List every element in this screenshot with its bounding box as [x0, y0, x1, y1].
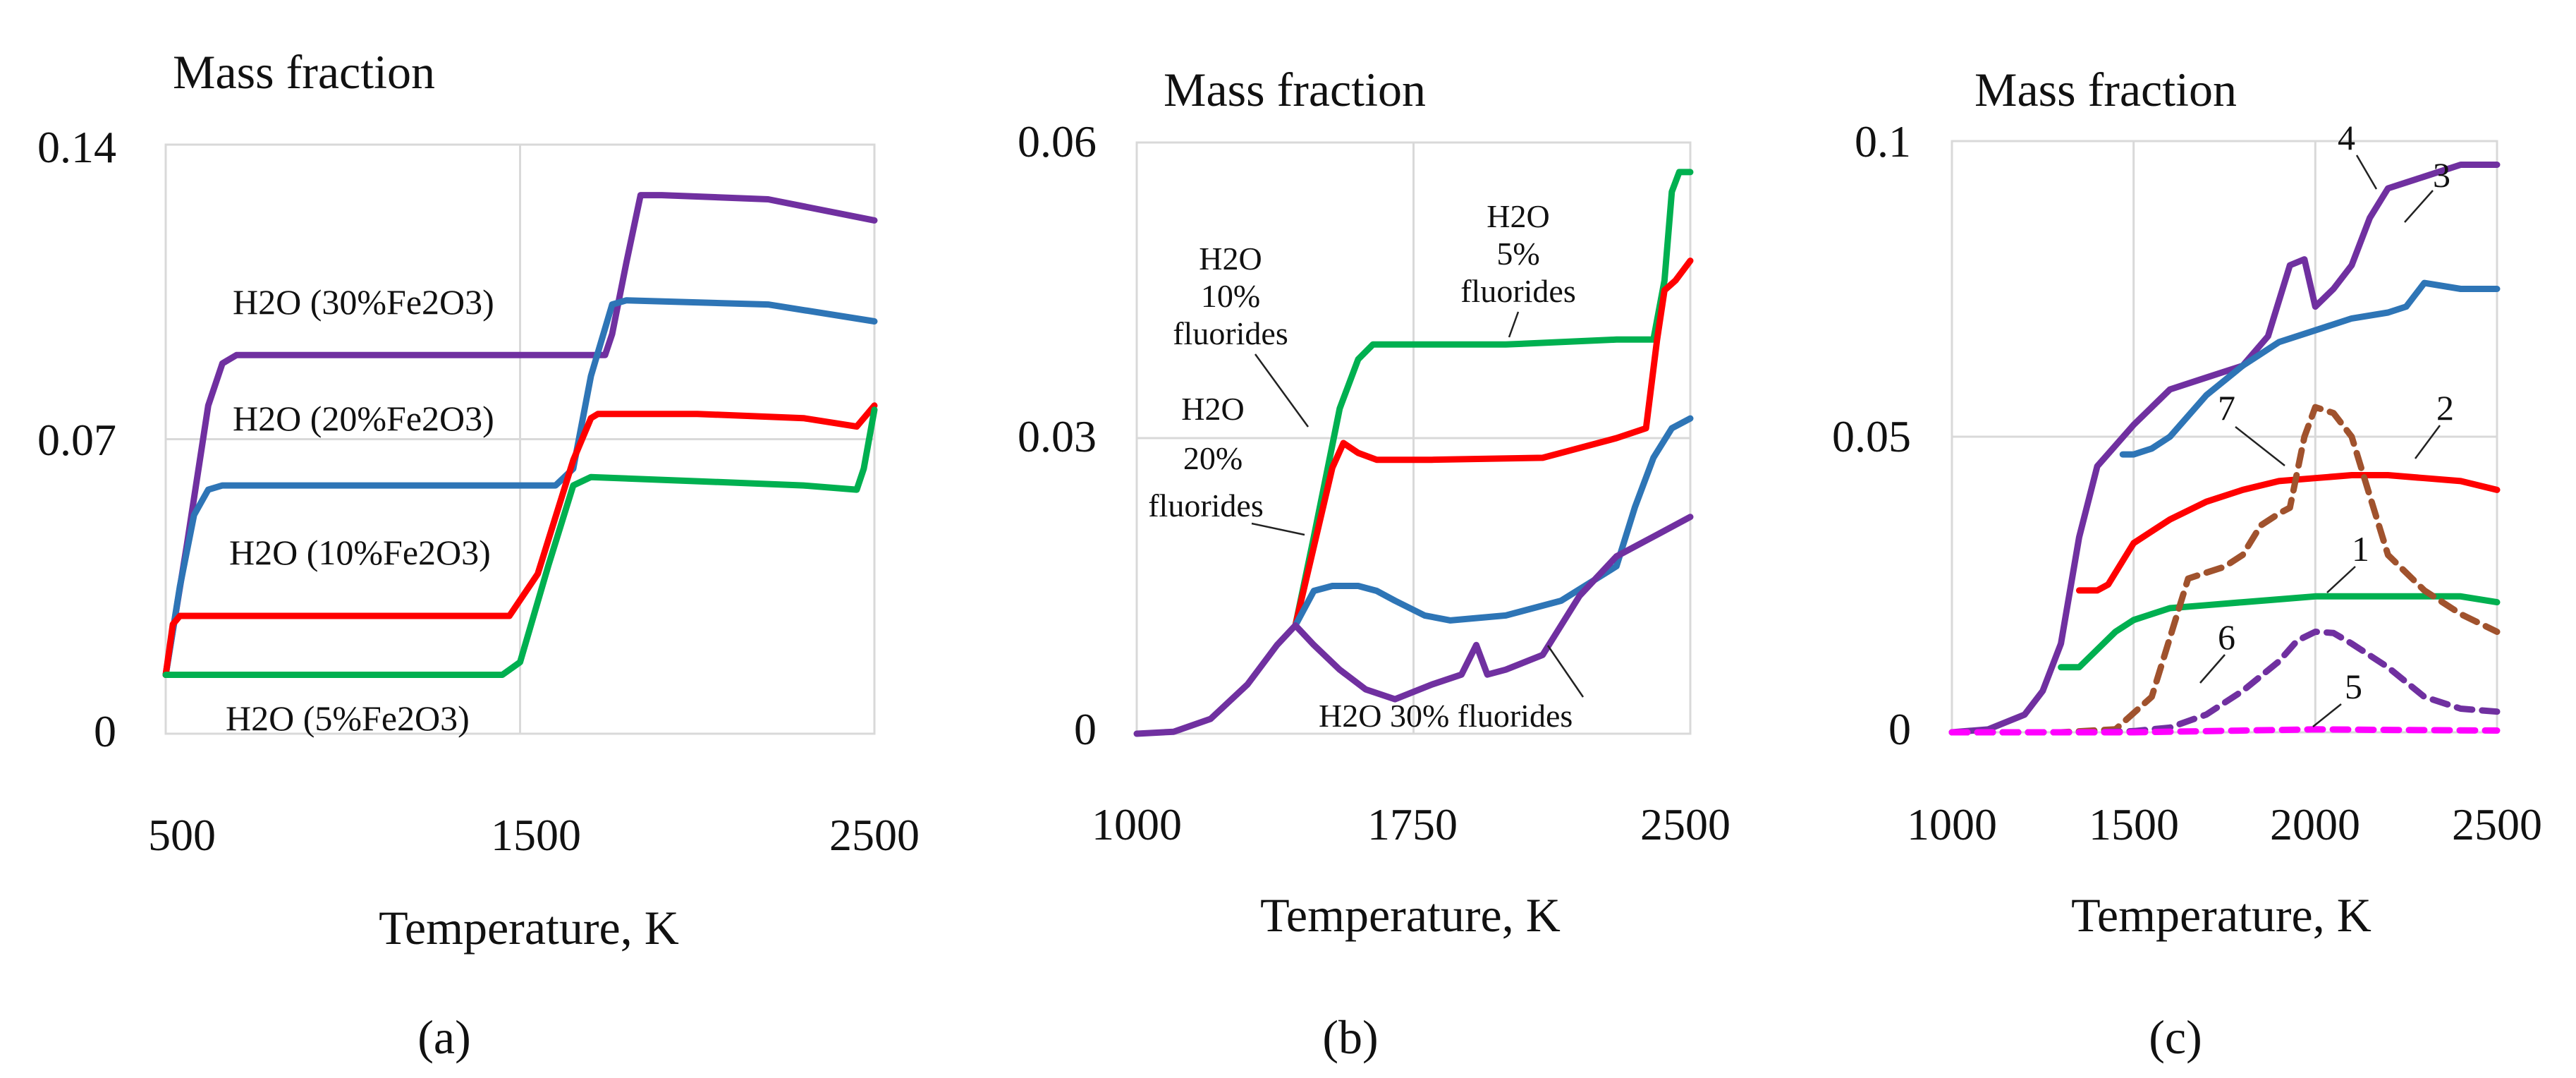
panel-b-plot-frame — [1135, 141, 1692, 735]
panel-c-series — [1948, 162, 2501, 736]
panel-c-annot-3: 3 — [2433, 155, 2450, 195]
panel-c-xtick-2500: 2500 — [2452, 799, 2542, 849]
panel-c-leader-6 — [2199, 654, 2226, 684]
panel-b-ytick-0.03: 0.03 — [1018, 411, 1097, 461]
panel-c-leader-2 — [2414, 425, 2441, 459]
panel-a-label: (a) — [417, 1010, 470, 1064]
panel-c-annot-1: 1 — [2352, 529, 2369, 569]
panel-c-annot-6: 6 — [2218, 617, 2235, 657]
panel-a-ytick-0.07: 0.07 — [37, 415, 116, 465]
panel-c-xtick-1000: 1000 — [1907, 799, 1997, 849]
panel-b-label: (b) — [1322, 1010, 1378, 1064]
panel-b-leader-10 — [1254, 353, 1310, 428]
panel-a-series-line-1 — [162, 192, 878, 678]
panel-a-annot-10: H2O (10%Fe2O3) — [229, 533, 491, 572]
panel-a-ytick-0: 0 — [94, 706, 116, 756]
panel-b-series-line-4 — [1133, 514, 1694, 737]
panel-a-series-line-2 — [162, 297, 878, 678]
panel-a-annot-30: H2O (30%Fe2O3) — [233, 282, 494, 322]
panel-a-series — [162, 192, 878, 678]
panel-b-leader-30 — [1546, 645, 1585, 698]
panel-b-xtick-1000: 1000 — [1092, 799, 1182, 849]
panel-c-series-line-7 — [1948, 726, 2501, 736]
panel-c-xtick-2000: 2000 — [2270, 799, 2360, 849]
panel-b-annot-5-pct: 5% — [1496, 236, 1539, 272]
panel-c-series-line-1 — [1948, 162, 2501, 736]
panel-b-series — [1133, 169, 1694, 737]
panel-b-xtick-2500: 2500 — [1640, 799, 1730, 849]
panel-b-ytick-0.06: 0.06 — [1018, 116, 1097, 166]
panel-b-annot-20-fluorides: fluorides — [1148, 487, 1264, 523]
panel-c-label: (c) — [2149, 1010, 2202, 1064]
panel-c-series-line-5 — [1948, 404, 2501, 736]
panel-c-series-line-3 — [2075, 472, 2501, 594]
panel-c-xlabel: Temperature, K — [2071, 888, 2371, 942]
panel-b-leader-20 — [1251, 522, 1305, 536]
panel-a-annot-5: H2O (5%Fe2O3) — [226, 698, 470, 738]
panel-b-series-line-2 — [1292, 258, 1694, 629]
panel-c-xtick-1500: 1500 — [2089, 799, 2179, 849]
panel-c-series-line-4 — [2058, 593, 2501, 671]
panel-b-annot-30: H2O 30% fluorides — [1319, 698, 1573, 734]
panel-b-annot-20-pct: 20% — [1183, 440, 1243, 476]
panel-c-ytick-0: 0 — [1888, 704, 1911, 754]
panel-c-annot-4: 4 — [2338, 118, 2355, 157]
panel-c-leader-1 — [2326, 566, 2356, 593]
panel-c-annot-7: 7 — [2218, 388, 2235, 428]
panel-a: Mass fraction 0.14 0.07 0 500 1500 2500 … — [37, 45, 920, 1064]
panel-b-annot-10-h2o: H2O — [1199, 241, 1262, 277]
panel-a-xtick-1500: 1500 — [491, 810, 581, 860]
panel-b-ylabel: Mass fraction — [1164, 63, 1426, 116]
panel-a-ylabel: Mass fraction — [173, 45, 435, 99]
panel-a-xtick-2500: 2500 — [829, 810, 920, 860]
panel-c-leader-5 — [2312, 703, 2342, 727]
panel-b-series-line-3 — [1292, 415, 1694, 629]
panel-b-xtick-1750: 1750 — [1367, 799, 1458, 849]
panel-b-series-line-1 — [1292, 169, 1694, 629]
panel-c-plot-frame — [1951, 140, 2498, 734]
panel-a-grid — [164, 143, 876, 735]
panel-b: Mass fraction 0.06 0.03 0 1000 1750 2500… — [1018, 63, 1730, 1064]
panel-c-series-line-2 — [2119, 279, 2501, 458]
panel-c-ylabel: Mass fraction — [1974, 63, 2237, 116]
panel-a-ytick-0.14: 0.14 — [37, 122, 116, 172]
panel-b-leader-5 — [1508, 311, 1520, 338]
panel-b-annot-10-fluorides: fluorides — [1173, 315, 1288, 351]
panel-a-xlabel: Temperature, K — [379, 901, 679, 955]
panel-b-annot-5-fluorides: fluorides — [1460, 273, 1576, 309]
panel-a-plot-frame — [164, 143, 876, 735]
panel-b-ytick-0: 0 — [1074, 704, 1097, 754]
panel-a-series-line-4 — [162, 406, 878, 678]
panel-c: Mass fraction 0.1 0.05 0 1000 1500 2000 … — [1832, 63, 2542, 1064]
panel-a-annot-20: H2O (20%Fe2O3) — [233, 399, 494, 438]
panel-b-annot-20-h2o: H2O — [1181, 391, 1244, 427]
panel-c-annot-5: 5 — [2345, 667, 2362, 706]
panel-a-series-line-3 — [162, 402, 878, 678]
panel-c-leader-3 — [2404, 190, 2434, 223]
panel-c-ytick-0.1: 0.1 — [1855, 116, 1911, 166]
panel-c-ytick-0.05: 0.05 — [1832, 411, 1911, 461]
panel-c-leader-4 — [2355, 155, 2378, 190]
panel-a-xtick-500: 500 — [148, 810, 216, 860]
panel-b-annot-10-pct: 10% — [1201, 278, 1260, 314]
panel-b-annot-5-h2o: H2O — [1487, 198, 1549, 234]
panel-b-xlabel: Temperature, K — [1260, 888, 1561, 942]
panel-c-annot-2: 2 — [2436, 388, 2454, 428]
panel-c-leader-7 — [2235, 426, 2285, 466]
